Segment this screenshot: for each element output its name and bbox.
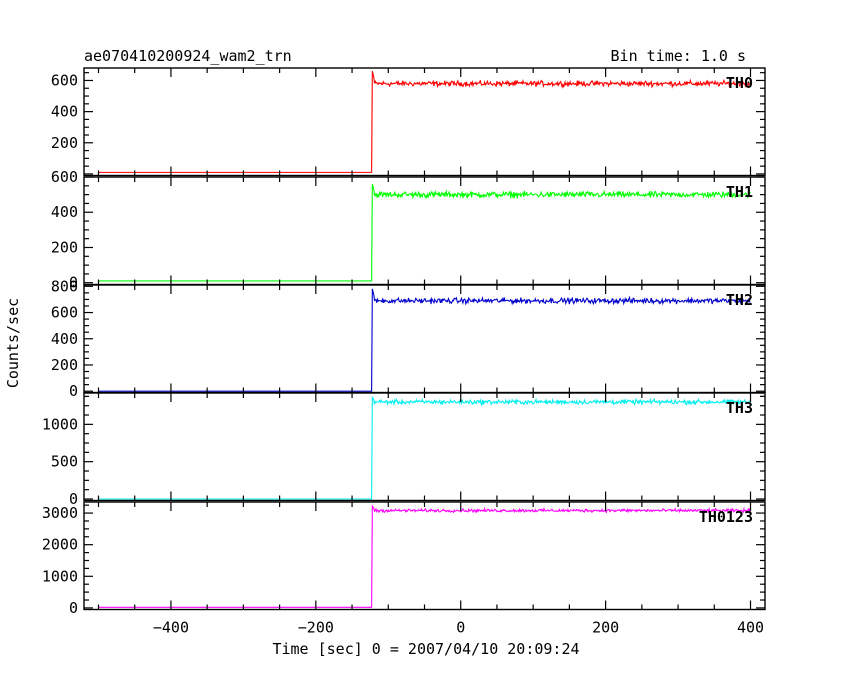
series-label-th1: TH1 [726, 183, 753, 201]
y-tick-label: 600 [51, 71, 78, 89]
y-tick-label: 400 [51, 330, 78, 348]
series-label-th0123: TH0123 [699, 508, 753, 526]
panel-frame [83, 392, 766, 502]
panel-th0123: 0 1000 2000 3000 TH0123 [42, 501, 766, 617]
series-line-th0 [98, 70, 751, 173]
x-axis-title: Time [sec] 0 = 2007/04/10 20:09:24 [272, 640, 579, 658]
bin-time-label: Bin time: 1.0 s [611, 47, 746, 65]
x-tick-label: 400 [737, 619, 764, 637]
x-tick-label: 200 [592, 619, 619, 637]
panels-group: 200 400 600 TH0 0 200 400 600 TH1 0 200 400 600 800 TH… [42, 67, 766, 617]
chart-title: ae070410200924_wam2_trn [84, 47, 292, 65]
series-line-th3 [98, 395, 751, 500]
y-tick-label: 400 [51, 203, 78, 221]
y-tick-label: 1000 [42, 567, 78, 585]
series-label-th0: TH0 [726, 74, 753, 92]
y-tick-label: 200 [51, 238, 78, 256]
y-tick-label: 600 [51, 304, 78, 322]
y-tick-label: 800 [51, 277, 78, 295]
x-tick-label: −400 [153, 619, 189, 637]
y-tick-label: 400 [51, 103, 78, 121]
series-label-th2: TH2 [726, 291, 753, 309]
y-tick-label: 600 [51, 168, 78, 186]
y-tick-label: 3000 [42, 504, 78, 522]
panel-th0: 200 400 600 TH0 [51, 67, 766, 177]
panel-th2: 0 200 400 600 800 TH2 [51, 277, 766, 400]
y-tick-label: 500 [51, 453, 78, 471]
x-tick-label: −200 [298, 619, 334, 637]
y-tick-label: 0 [69, 490, 78, 508]
panel-frame [83, 501, 766, 611]
panel-th1: 0 200 400 600 TH1 [51, 168, 766, 292]
x-tick-label: 0 [456, 619, 465, 637]
series-label-th3: TH3 [726, 399, 753, 417]
x-axis: −400 −200 0 200 400 [153, 619, 764, 637]
series-line-th0123 [98, 504, 752, 608]
y-tick-label: 0 [69, 599, 78, 617]
y-axis-title: Counts/sec [4, 298, 22, 388]
panel-th3: 0 500 1000 TH3 [42, 392, 766, 508]
y-tick-label: 0 [69, 274, 78, 292]
series-line-th1 [98, 183, 751, 282]
y-tick-label: 0 [69, 382, 78, 400]
y-tick-label: 1000 [42, 415, 78, 433]
series-line-th2 [98, 288, 751, 392]
y-tick-label: 200 [51, 356, 78, 374]
y-tick-label: 200 [51, 134, 78, 152]
y-tick-label: 2000 [42, 536, 78, 554]
